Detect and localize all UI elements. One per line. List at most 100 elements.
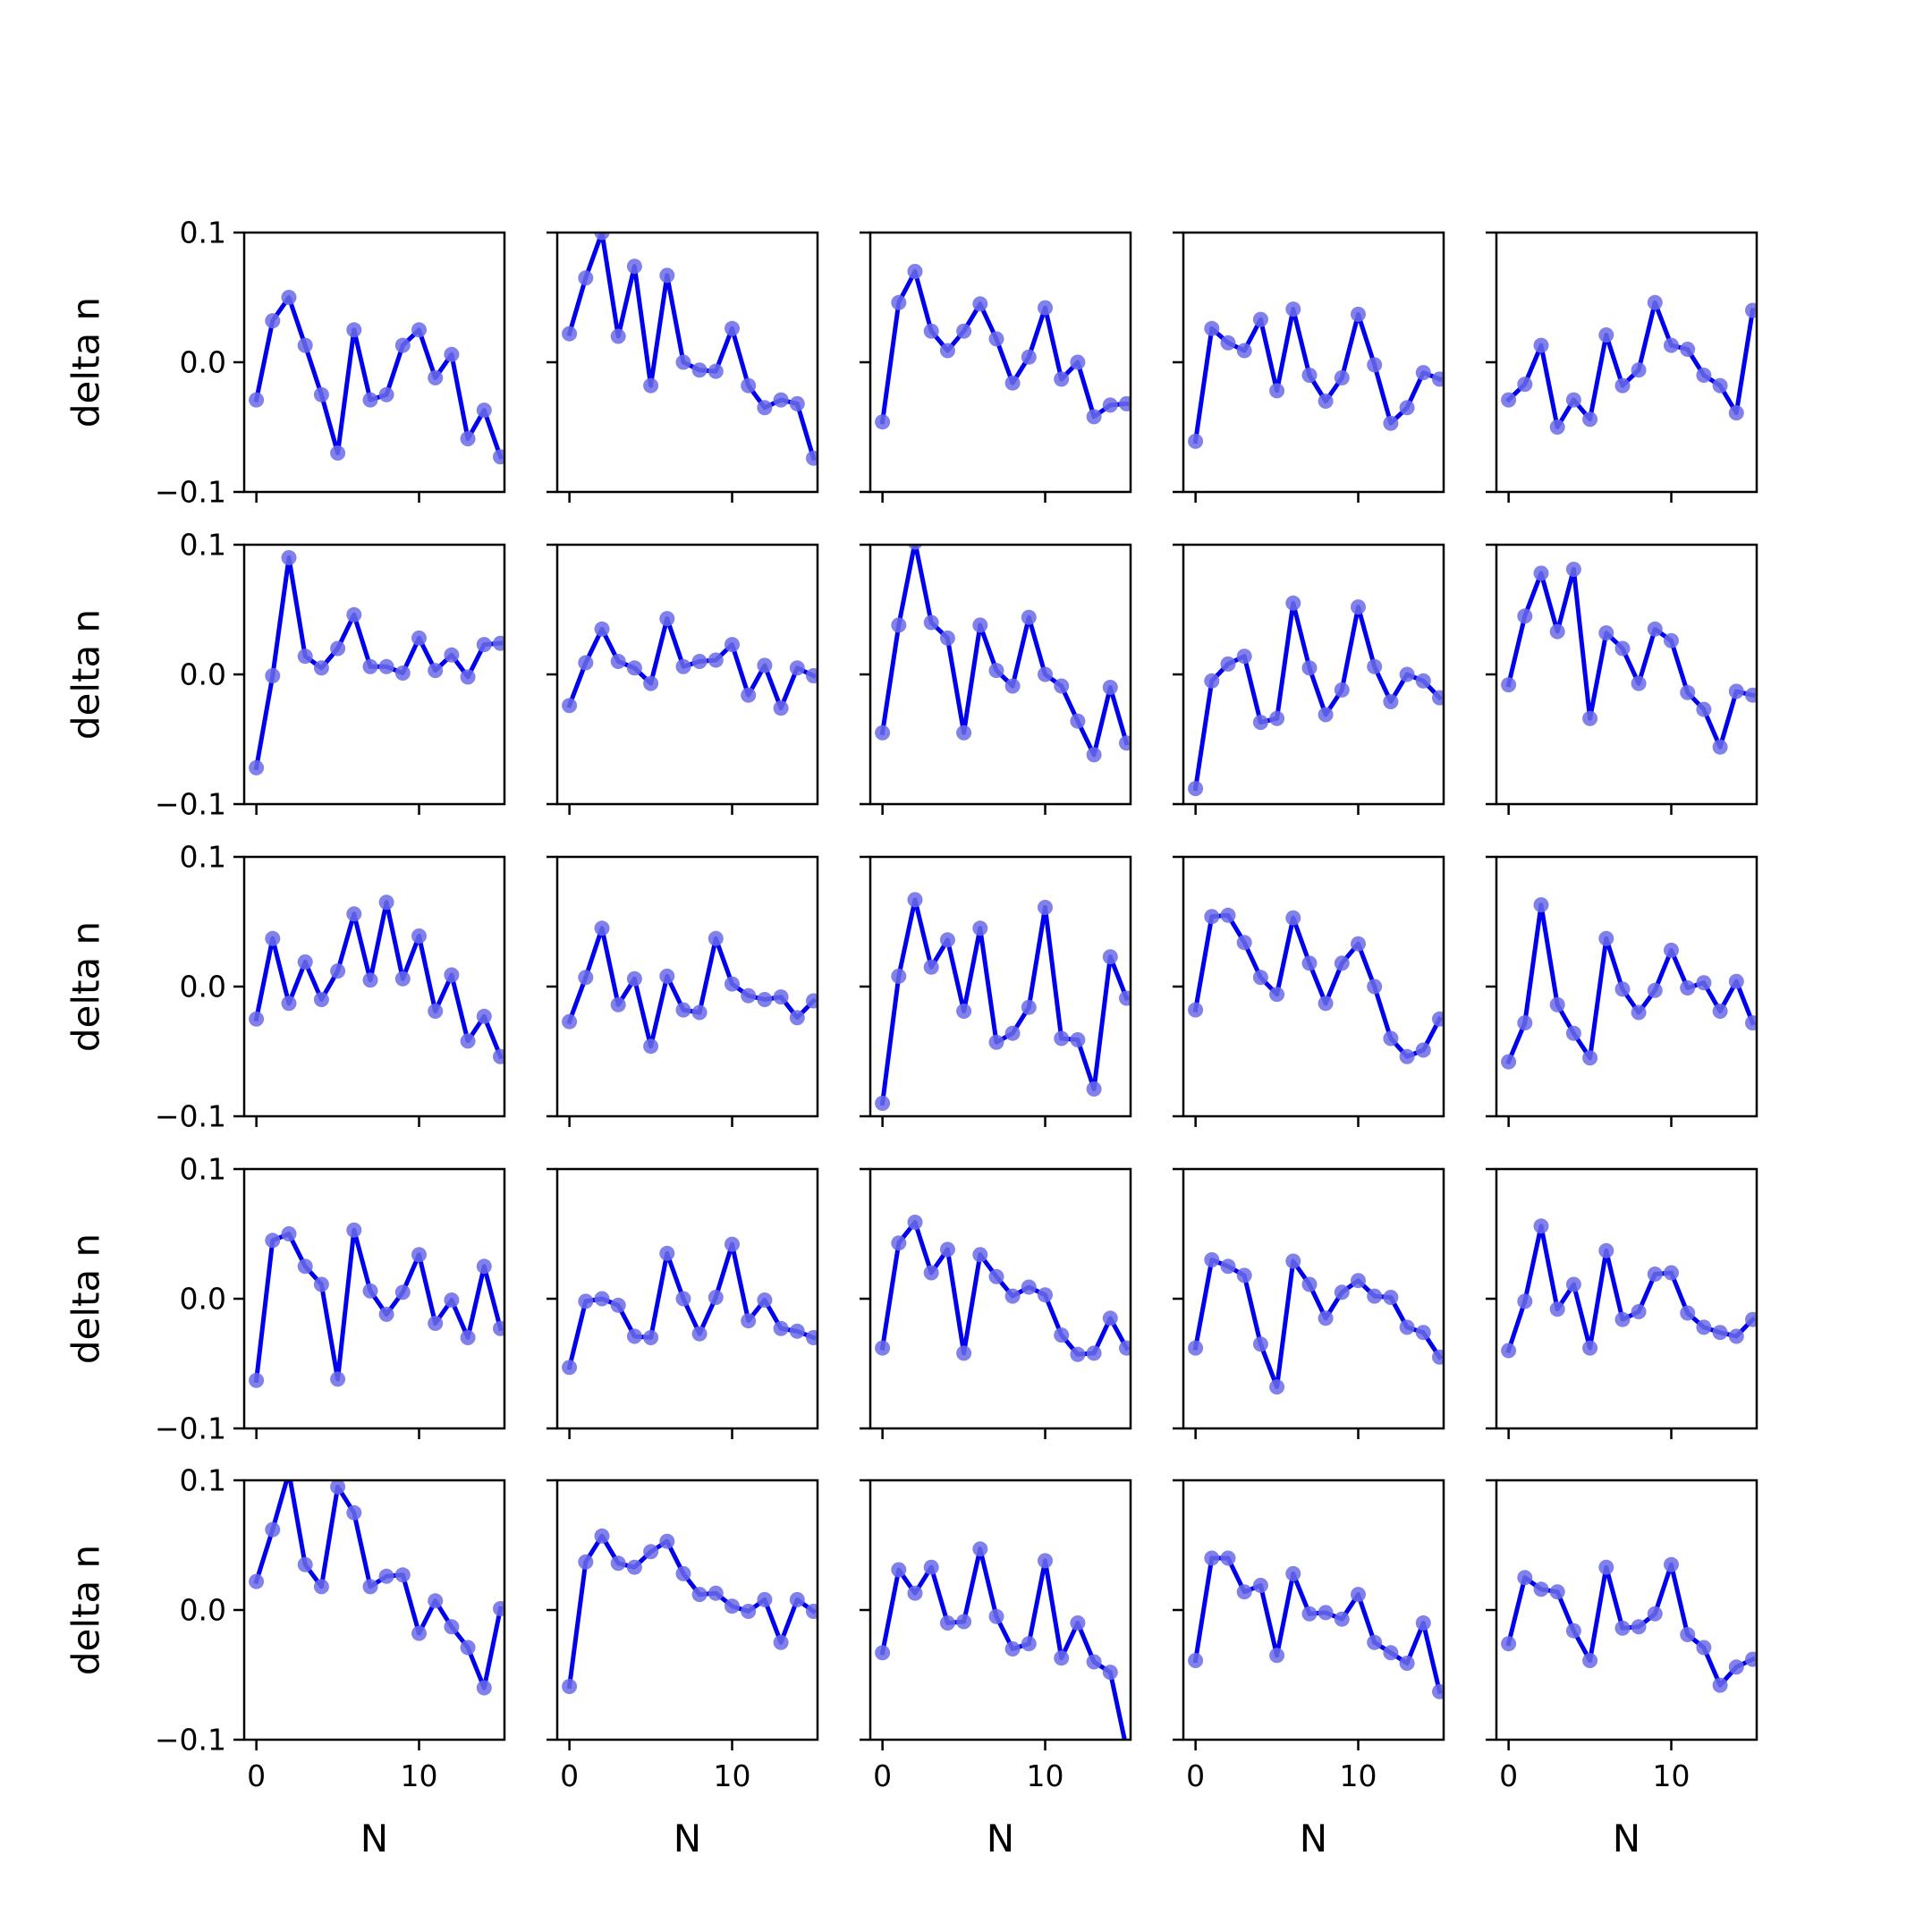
data-point <box>1236 935 1252 951</box>
data-point <box>773 700 789 716</box>
series-line <box>566 616 817 711</box>
data-point <box>675 1291 691 1307</box>
data-point <box>610 1297 626 1313</box>
data-point <box>1696 1319 1712 1335</box>
data-point <box>659 968 675 984</box>
data-point <box>1598 625 1614 641</box>
data-point <box>1647 1606 1663 1622</box>
y-tick-label: −0.1 <box>155 787 226 822</box>
data-point <box>1501 1054 1517 1070</box>
data-point <box>875 1340 891 1356</box>
y-axis-label: delta n <box>64 609 108 740</box>
data-point <box>1432 690 1444 706</box>
data-point <box>1549 996 1565 1013</box>
data-point <box>1318 996 1334 1012</box>
data-point <box>362 392 378 408</box>
data-point <box>1549 1584 1565 1600</box>
data-point <box>757 1292 773 1308</box>
data-point <box>1712 739 1728 755</box>
series-group <box>1188 1550 1444 1699</box>
data-point <box>1269 987 1285 1003</box>
data-point <box>1664 1265 1679 1281</box>
series-line <box>1505 567 1756 750</box>
data-point <box>378 1568 394 1584</box>
data-point <box>1054 678 1070 694</box>
data-point <box>460 669 476 685</box>
data-point <box>562 1360 578 1376</box>
data-point <box>643 1544 659 1560</box>
data-point <box>773 392 789 408</box>
data-point <box>891 1235 907 1251</box>
data-point <box>378 658 394 674</box>
y-tick-label: 0.0 <box>180 345 226 380</box>
data-point <box>923 959 939 975</box>
y-tick-label: 0.1 <box>180 840 226 875</box>
x-tick-label: 10 <box>1027 1758 1064 1793</box>
series-group <box>562 611 818 716</box>
data-point <box>626 1328 642 1344</box>
series-group <box>1501 1218 1757 1359</box>
data-point <box>1728 1328 1744 1344</box>
y-tick-label: 0.0 <box>180 970 226 1004</box>
data-point <box>1334 682 1350 698</box>
data-point <box>724 320 740 336</box>
data-point <box>1204 1550 1220 1566</box>
data-point <box>1236 1267 1252 1284</box>
subplot-2-4 <box>1173 543 1445 815</box>
data-point <box>1318 1605 1334 1621</box>
data-point <box>757 400 773 416</box>
data-point <box>493 635 504 651</box>
data-point <box>1517 1015 1533 1031</box>
data-point <box>691 1004 708 1021</box>
subplot-3-4 <box>1173 855 1445 1127</box>
data-point <box>313 992 329 1007</box>
data-point <box>659 1245 675 1261</box>
data-point <box>1647 294 1663 310</box>
data-point <box>1383 1645 1399 1661</box>
data-point <box>1647 982 1663 998</box>
data-point <box>297 1258 313 1275</box>
data-point <box>806 1604 818 1619</box>
data-point <box>1220 1258 1236 1275</box>
series-group <box>875 545 1131 763</box>
data-point <box>626 1559 642 1575</box>
data-point <box>806 1330 818 1345</box>
data-point <box>1565 562 1581 577</box>
series-line <box>1192 1258 1443 1390</box>
data-point <box>789 1010 805 1026</box>
data-point <box>907 1215 923 1230</box>
data-point <box>428 1004 444 1019</box>
data-point <box>1021 1279 1037 1295</box>
data-point <box>691 362 708 378</box>
data-point <box>1598 1242 1614 1258</box>
data-point <box>1220 335 1236 351</box>
data-point <box>643 1038 659 1055</box>
data-point <box>1399 1048 1415 1064</box>
data-point <box>594 621 610 637</box>
data-point <box>1188 1002 1204 1018</box>
data-point <box>988 663 1004 679</box>
data-point <box>394 1567 411 1583</box>
data-point <box>1318 707 1334 723</box>
series-line <box>879 897 1130 1106</box>
data-point <box>1517 377 1533 393</box>
data-point <box>1517 1293 1533 1309</box>
series-group <box>1501 1556 1757 1693</box>
series-line <box>566 1241 817 1370</box>
data-point <box>1533 337 1549 353</box>
data-point <box>297 954 313 970</box>
data-point <box>1696 975 1712 991</box>
subplot-4-4 <box>1173 1167 1445 1439</box>
data-point <box>757 992 773 1007</box>
data-point <box>444 1292 460 1308</box>
data-point <box>493 1601 504 1616</box>
series-line <box>566 233 817 462</box>
series-line <box>253 1480 504 1690</box>
data-point <box>1728 405 1744 421</box>
data-point <box>643 675 659 691</box>
data-point <box>1285 595 1301 611</box>
data-point <box>578 1293 594 1309</box>
data-point <box>1614 377 1631 394</box>
data-point <box>907 892 923 908</box>
series-line <box>879 545 1130 758</box>
